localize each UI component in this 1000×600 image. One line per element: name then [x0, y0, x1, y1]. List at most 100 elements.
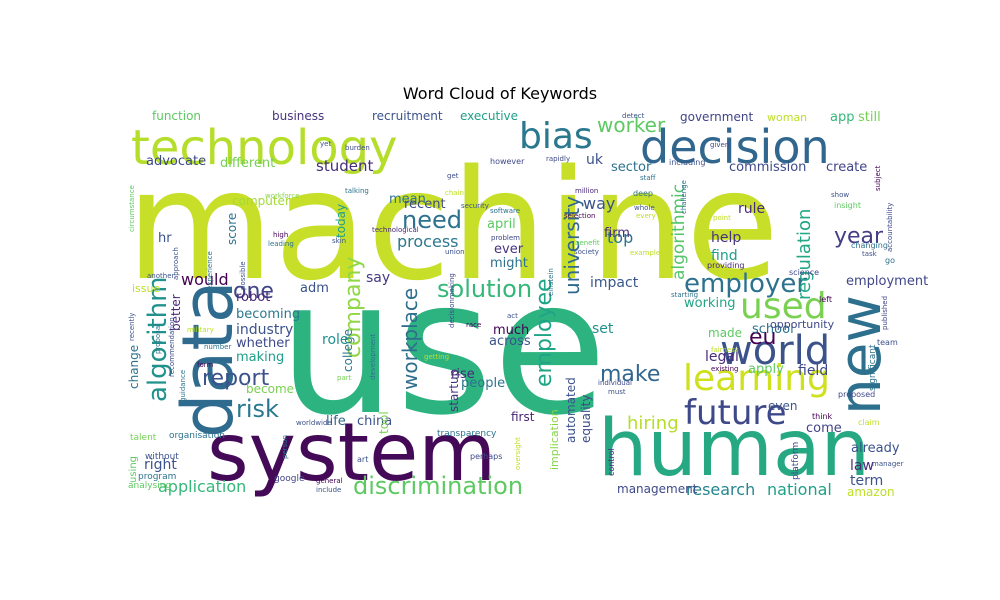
word-problem: problem	[491, 234, 520, 242]
word-staff: staff	[640, 174, 656, 182]
word-benefit: benefit	[575, 239, 600, 247]
word-advocate: advocate	[146, 154, 206, 169]
word-detect: detect	[622, 112, 645, 120]
word-people: people	[461, 376, 505, 391]
word-set: set	[592, 321, 614, 337]
word-role: role	[322, 332, 349, 348]
word-industry: industry	[236, 322, 293, 338]
word-workforce: workforce	[265, 192, 300, 200]
word-whole: whole	[634, 204, 655, 212]
word-risk: risk	[236, 395, 279, 423]
word-college: college	[341, 329, 355, 372]
word-circumstance: circumstance	[128, 185, 136, 232]
word-research: research	[686, 480, 755, 499]
word-decisionmaking: decisionmaking	[448, 273, 456, 328]
word-management: management	[617, 482, 698, 496]
word-talking: talking	[345, 187, 369, 195]
word-general: general	[316, 477, 343, 485]
word-might: might	[490, 256, 528, 271]
word-point: point	[713, 214, 731, 222]
word-team: team	[877, 338, 898, 347]
word-however: however	[490, 157, 525, 166]
word-working: working	[684, 296, 736, 311]
word-future: future	[684, 393, 787, 433]
word-proposal: proposal	[154, 324, 162, 354]
word-burden: burden	[345, 144, 370, 152]
word-individual: individual	[598, 379, 632, 387]
word-control: control	[607, 448, 616, 476]
word-accountability: accountability	[886, 203, 894, 252]
word-worldwide: worldwide	[296, 419, 332, 427]
word-first: first	[511, 410, 535, 424]
word-claim: claim	[858, 418, 880, 427]
word-find: find	[711, 248, 738, 264]
word-organisation: organisation	[169, 431, 225, 441]
word-person: person	[281, 435, 289, 459]
word-even: even	[768, 399, 797, 413]
word-published: published	[881, 296, 889, 330]
word-race: race	[466, 321, 481, 329]
word-making: making	[236, 350, 284, 365]
word-machine: machine	[126, 137, 779, 314]
word-algorithm: algorithm	[143, 277, 173, 402]
word-much: much	[493, 323, 529, 338]
word-automated: automated	[564, 377, 578, 443]
word-world: world	[720, 328, 830, 374]
word-legal: legal	[705, 349, 739, 365]
word-tool: tool	[377, 411, 391, 434]
word-made: made	[708, 326, 742, 340]
word-get: get	[447, 172, 459, 180]
word-science: science	[789, 268, 819, 277]
word-challenge: challenge	[680, 180, 688, 214]
word-different: different	[220, 156, 275, 171]
word-guidance: guidance	[179, 370, 187, 402]
word-proposed: proposed	[838, 390, 875, 399]
word-year: year	[834, 224, 884, 249]
word-data: data	[167, 280, 249, 438]
word-say: say	[366, 270, 390, 286]
word-fairness: fairness	[711, 346, 739, 354]
word-security: security	[461, 202, 489, 210]
word-yet: yet	[320, 140, 331, 148]
word-april: april	[487, 217, 516, 232]
word-china: china	[357, 414, 392, 429]
word-military: military	[187, 326, 214, 334]
word-show: show	[831, 191, 849, 199]
word-recent: recent	[404, 197, 446, 212]
word-ever: ever	[494, 242, 524, 257]
word-including: including	[669, 158, 705, 167]
word-possible: possible	[239, 261, 247, 290]
word-without: without	[145, 452, 179, 462]
word-learning: learning	[683, 358, 830, 399]
chart-title: Word Cloud of Keywords	[402, 84, 598, 103]
word-part: part	[337, 374, 352, 382]
word-task: task	[862, 250, 878, 258]
word-experience: experience	[206, 251, 214, 290]
word-changing: changing	[851, 241, 888, 250]
word-score: score	[225, 213, 239, 245]
word-employment: employment	[846, 274, 928, 289]
word-issue: issue	[132, 282, 160, 295]
word-opportunity: opportunity	[770, 318, 835, 331]
word-program: program	[138, 472, 176, 482]
word-rule: rule	[738, 201, 765, 217]
word-government: government	[680, 110, 753, 124]
word-computer: computer	[232, 194, 290, 208]
word-discrimination: discrimination	[353, 472, 523, 500]
word-help: help	[711, 230, 741, 246]
word-number: number	[204, 343, 231, 351]
word-chain: chain	[445, 189, 464, 197]
word-today: today	[334, 204, 348, 238]
word-development: development	[369, 334, 377, 380]
word-becoming: becoming	[236, 307, 300, 322]
word-across: across	[489, 334, 531, 349]
word-oversight: oversight	[514, 437, 522, 470]
word-school: school	[752, 322, 794, 337]
word-form: form	[197, 361, 214, 369]
word-way: way	[583, 194, 615, 213]
word-software: software	[490, 207, 520, 215]
word-selection: selection	[564, 212, 595, 220]
word-insight: insight	[834, 201, 861, 210]
word-example: example	[630, 249, 660, 257]
